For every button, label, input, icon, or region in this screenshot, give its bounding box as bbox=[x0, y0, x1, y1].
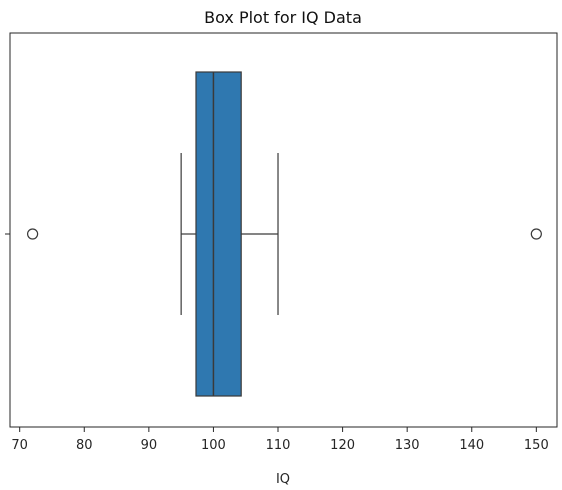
x-tick-label: 130 bbox=[395, 438, 420, 453]
outlier-point bbox=[27, 228, 39, 240]
x-tick-label: 110 bbox=[266, 438, 291, 453]
x-tick-label: 80 bbox=[76, 438, 93, 453]
x-tick-label: 140 bbox=[459, 438, 484, 453]
x-tick-label: 70 bbox=[11, 438, 28, 453]
x-tick-label: 120 bbox=[330, 438, 355, 453]
x-axis-label: IQ bbox=[276, 472, 290, 487]
x-axis: 70 80 90 100 110 120 130 140 150 bbox=[11, 427, 549, 453]
x-tick-label: 150 bbox=[524, 438, 549, 453]
box-plot bbox=[27, 71, 542, 397]
x-tick-label: 100 bbox=[201, 438, 226, 453]
outlier-point bbox=[530, 228, 542, 240]
chart-title: Box Plot for IQ Data bbox=[204, 8, 362, 27]
x-tick-label: 90 bbox=[141, 438, 158, 453]
plot-area-frame bbox=[9, 32, 558, 428]
iqr-box bbox=[195, 71, 242, 397]
